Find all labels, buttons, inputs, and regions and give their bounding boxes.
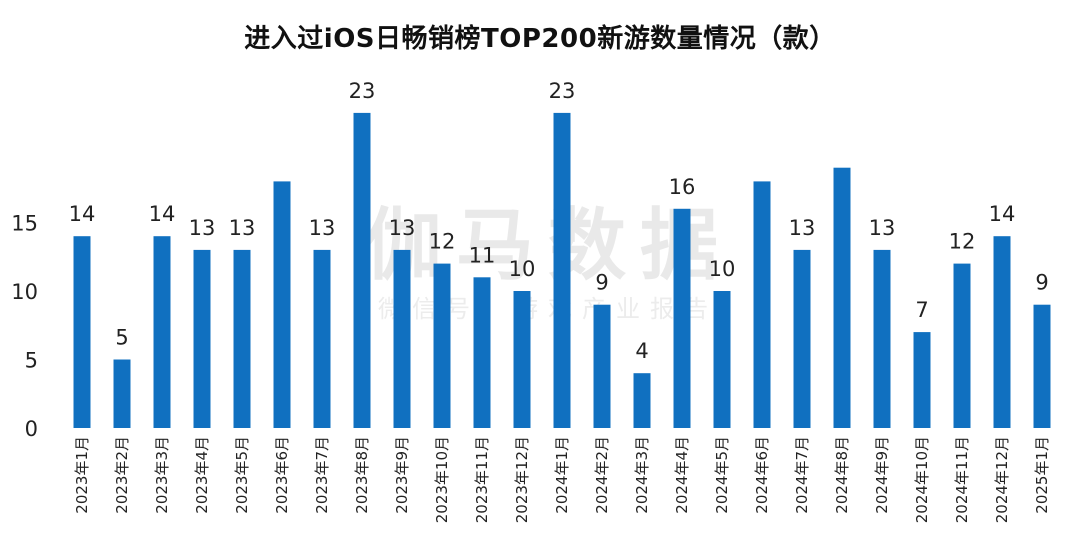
bar xyxy=(913,332,931,428)
data-label: 14 xyxy=(69,202,96,226)
bar xyxy=(433,263,451,428)
x-tick-label: 2024年4月 xyxy=(673,436,691,514)
x-tick-label: 2024年7月 xyxy=(793,436,811,514)
bar xyxy=(673,208,691,428)
bar xyxy=(793,249,811,428)
bar xyxy=(393,249,411,428)
x-tick-label: 2024年6月 xyxy=(753,436,771,514)
data-label: 14 xyxy=(149,202,176,226)
bars xyxy=(73,112,1051,429)
watermark-sub-text: 微信号：游戏产业报告 xyxy=(378,295,718,323)
data-label: 11 xyxy=(469,243,496,267)
value-labels: 14 5 14 13 13 13 23 13 12 11 10 23 9 4 16 10 13 13 7 12 14 9 xyxy=(69,79,1049,363)
x-tick-label: 2024年3月 xyxy=(633,436,651,514)
watermark-main-text: 伽马数据 xyxy=(364,201,732,291)
bar xyxy=(153,236,171,428)
x-tick-label: 2025年1月 xyxy=(1033,436,1051,514)
y-tick-label: 5 xyxy=(25,349,38,373)
bar xyxy=(473,277,491,428)
bar xyxy=(753,181,771,428)
bar xyxy=(273,181,291,428)
bar xyxy=(73,236,91,428)
bar xyxy=(1033,304,1051,428)
bar xyxy=(353,112,371,429)
bar xyxy=(593,304,611,428)
watermark: 伽马数据 微信号：游戏产业报告 xyxy=(364,201,732,323)
x-tick-label: 2023年4月 xyxy=(193,436,211,514)
y-tick-label: 0 xyxy=(25,417,38,441)
x-tick-label: 2023年1月 xyxy=(73,436,91,514)
y-tick-label: 10 xyxy=(11,280,38,304)
y-tick-label: 15 xyxy=(11,212,38,236)
data-label: 13 xyxy=(189,216,216,240)
x-tick-label: 2023年6月 xyxy=(273,436,291,514)
bar xyxy=(513,291,531,428)
bar xyxy=(193,249,211,428)
data-label: 13 xyxy=(869,216,896,240)
x-tick-label: 2023年7月 xyxy=(313,436,331,514)
bar xyxy=(953,263,971,428)
x-tick-label: 2024年8月 xyxy=(833,436,851,514)
x-tick-label: 2024年2月 xyxy=(593,436,611,514)
x-tick-label: 2023年9月 xyxy=(393,436,411,514)
bar xyxy=(113,359,131,428)
x-tick-label: 2023年10月 xyxy=(433,436,451,523)
data-label: 13 xyxy=(309,216,336,240)
bar xyxy=(833,167,851,428)
data-label: 7 xyxy=(915,298,928,322)
x-tick-label: 2023年2月 xyxy=(113,436,131,514)
data-label: 12 xyxy=(949,230,976,254)
x-tick-label: 2024年11月 xyxy=(953,436,971,523)
x-tick-label: 2023年5月 xyxy=(233,436,251,514)
bar xyxy=(993,236,1011,428)
bar xyxy=(313,249,331,428)
bar xyxy=(553,112,571,429)
x-tick-label: 2023年12月 xyxy=(513,436,531,523)
bar xyxy=(633,373,651,428)
data-label: 13 xyxy=(789,216,816,240)
bar xyxy=(873,249,891,428)
data-label: 10 xyxy=(509,257,536,281)
x-tick-label: 2024年12月 xyxy=(993,436,1011,523)
chart-title: 进入过iOS日畅销榜TOP200新游数量情况（款） xyxy=(244,24,836,54)
data-label: 14 xyxy=(989,202,1016,226)
data-label: 23 xyxy=(549,79,576,103)
x-tick-label: 2024年10月 xyxy=(913,436,931,523)
x-tick-label: 2024年9月 xyxy=(873,436,891,514)
data-label: 9 xyxy=(1035,271,1048,295)
data-label: 5 xyxy=(115,326,128,350)
x-tick-label: 2023年11月 xyxy=(473,436,491,523)
x-tick-label: 2024年1月 xyxy=(553,436,571,514)
data-label: 16 xyxy=(669,175,696,199)
x-tick-label: 2023年8月 xyxy=(353,436,371,514)
data-label: 13 xyxy=(389,216,416,240)
bar xyxy=(233,249,251,428)
bar xyxy=(713,291,731,428)
y-axis: 0 5 10 15 xyxy=(11,212,38,442)
data-label: 4 xyxy=(635,339,648,363)
x-tick-label: 2024年5月 xyxy=(713,436,731,514)
x-axis: 2023年1月 2023年2月 2023年3月 2023年4月 2023年5月 2023年… xyxy=(73,436,1051,523)
data-label: 23 xyxy=(349,79,376,103)
x-tick-label: 2023年3月 xyxy=(153,436,171,514)
data-label: 10 xyxy=(709,257,736,281)
data-label: 12 xyxy=(429,230,456,254)
data-label: 13 xyxy=(229,216,256,240)
data-label: 9 xyxy=(595,271,608,295)
